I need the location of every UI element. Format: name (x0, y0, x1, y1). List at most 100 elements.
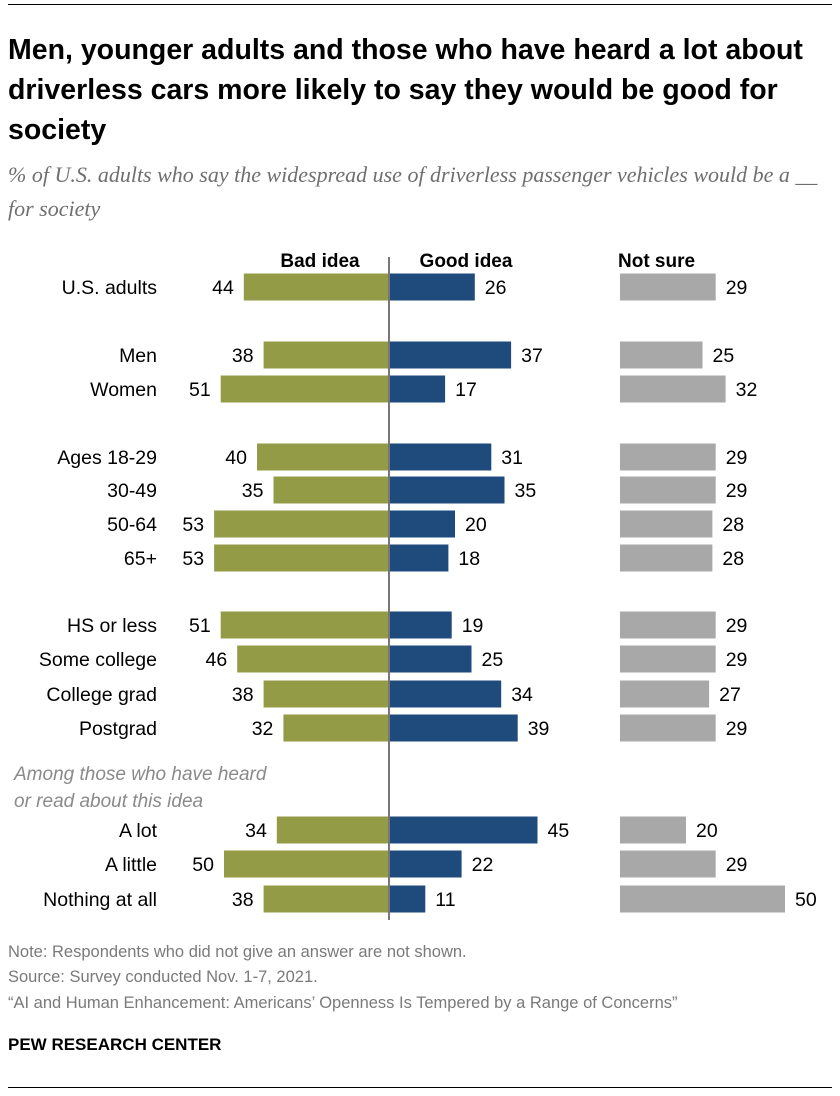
bar-good-idea-postgrad (389, 714, 518, 742)
value-good-idea-ages-18-29: 31 (501, 447, 523, 469)
value-good-idea-hs-or-less: 19 (462, 615, 484, 637)
bar-bad-idea-nothing-at-all (263, 885, 389, 913)
bar-good-idea-u-s-adults (389, 273, 475, 301)
value-good-idea-college-grad: 34 (511, 684, 533, 706)
value-good-idea-65: 18 (458, 548, 480, 570)
group-annotation-line-1: Among those who have heard (13, 764, 268, 785)
bar-not-sure-30-49 (620, 476, 716, 504)
pew-brand: PEW RESEARCH CENTER (8, 1035, 222, 1054)
legend-not-sure: Not sure (618, 251, 695, 272)
bar-bad-idea-postgrad (283, 714, 389, 742)
value-not-sure-u-s-adults: 29 (726, 277, 748, 299)
legend-bad-idea: Bad idea (280, 251, 360, 272)
bar-not-sure-u-s-adults (620, 273, 716, 301)
value-bad-idea-65: 53 (182, 548, 204, 570)
bar-good-idea-women (389, 375, 446, 403)
bar-not-sure-college-grad (620, 680, 710, 708)
value-good-idea-50-64: 20 (465, 514, 487, 536)
value-not-sure-men: 25 (713, 345, 735, 367)
value-good-idea-some-college: 25 (482, 649, 504, 671)
value-not-sure-50-64: 28 (722, 514, 744, 536)
bar-good-idea-a-lot (389, 816, 538, 844)
bar-not-sure-hs-or-less (620, 611, 716, 639)
chart-subtitle: % of U.S. adults who say the widespread … (8, 162, 818, 221)
note-text: Note: Respondents who did not give an an… (8, 943, 467, 961)
group-annotation-line-2: or read about this idea (14, 791, 203, 812)
value-not-sure-postgrad: 29 (726, 718, 748, 740)
bar-good-idea-a-little (389, 850, 462, 878)
bar-good-idea-hs-or-less (389, 611, 452, 639)
value-not-sure-some-college: 29 (726, 649, 748, 671)
bar-bad-idea-men (263, 341, 389, 369)
bar-not-sure-some-college (620, 645, 716, 673)
category-label-some-college: Some college (39, 649, 157, 671)
bar-not-sure-a-little (620, 850, 716, 878)
bar-bad-idea-65 (214, 544, 389, 572)
value-bad-idea-a-lot: 34 (245, 820, 267, 842)
value-good-idea-a-lot: 45 (548, 820, 570, 842)
value-not-sure-ages-18-29: 29 (726, 447, 748, 469)
bar-bad-idea-college-grad (263, 680, 389, 708)
bar-not-sure-postgrad (620, 714, 716, 742)
category-label-ages-18-29: Ages 18-29 (57, 447, 157, 469)
category-label-postgrad: Postgrad (79, 718, 157, 740)
bar-not-sure-women (620, 375, 726, 403)
category-label-college-grad: College grad (46, 684, 157, 706)
bar-not-sure-nothing-at-all (620, 885, 785, 913)
category-label-a-lot: A lot (119, 820, 158, 842)
bar-good-idea-nothing-at-all (389, 885, 426, 913)
value-not-sure-65: 28 (722, 548, 744, 570)
bar-not-sure-65 (620, 544, 713, 572)
bar-good-idea-ages-18-29 (389, 443, 492, 471)
value-bad-idea-college-grad: 38 (232, 684, 254, 706)
bar-good-idea-65 (389, 544, 449, 572)
category-label-nothing-at-all: Nothing at all (43, 889, 157, 911)
bar-good-idea-30-49 (389, 476, 505, 504)
bar-good-idea-college-grad (389, 680, 502, 708)
value-not-sure-a-lot: 20 (696, 820, 718, 842)
bar-not-sure-50-64 (620, 510, 713, 538)
value-bad-idea-ages-18-29: 40 (225, 447, 247, 469)
bar-bad-idea-a-little (224, 850, 389, 878)
bar-good-idea-men (389, 341, 512, 369)
bar-bad-idea-u-s-adults (243, 273, 389, 301)
value-not-sure-30-49: 29 (726, 480, 748, 502)
value-not-sure-women: 32 (736, 379, 758, 401)
bar-not-sure-a-lot (620, 816, 686, 844)
value-bad-idea-postgrad: 32 (252, 718, 274, 740)
chart-title: Men, younger adults and those who have h… (8, 34, 803, 146)
category-label-50-64: 50-64 (107, 514, 157, 536)
bar-bad-idea-ages-18-29 (257, 443, 389, 471)
category-label-men: Men (119, 345, 157, 367)
bar-not-sure-men (620, 341, 703, 369)
bar-bad-idea-30-49 (273, 476, 389, 504)
bar-bad-idea-hs-or-less (220, 611, 389, 639)
value-good-idea-men: 37 (521, 345, 543, 367)
bar-good-idea-50-64 (389, 510, 455, 538)
value-bad-idea-u-s-adults: 44 (212, 277, 234, 299)
category-label-women: Women (90, 379, 157, 401)
value-good-idea-a-little: 22 (472, 854, 494, 876)
source-text: Source: Survey conducted Nov. 1-7, 2021. (8, 968, 318, 986)
bar-good-idea-some-college (389, 645, 472, 673)
top-rule (8, 4, 832, 5)
value-bad-idea-hs-or-less: 51 (189, 615, 211, 637)
value-good-idea-women: 17 (455, 379, 477, 401)
bar-bad-idea-a-lot (276, 816, 389, 844)
value-not-sure-nothing-at-all: 50 (795, 889, 817, 911)
value-bad-idea-some-college: 46 (205, 649, 227, 671)
legend-good-idea: Good idea (420, 251, 513, 272)
value-bad-idea-women: 51 (189, 379, 211, 401)
value-not-sure-a-little: 29 (726, 854, 748, 876)
bottom-rule (8, 1087, 832, 1088)
bar-bad-idea-some-college (237, 645, 389, 673)
value-good-idea-nothing-at-all: 11 (435, 889, 455, 911)
bar-bad-idea-50-64 (214, 510, 389, 538)
category-label-hs-or-less: HS or less (67, 615, 157, 637)
category-label-30-49: 30-49 (107, 480, 157, 502)
value-bad-idea-30-49: 35 (242, 480, 264, 502)
bar-bad-idea-women (220, 375, 389, 403)
category-label-a-little: A little (105, 854, 157, 876)
value-good-idea-u-s-adults: 26 (485, 277, 507, 299)
value-bad-idea-a-little: 50 (192, 854, 214, 876)
